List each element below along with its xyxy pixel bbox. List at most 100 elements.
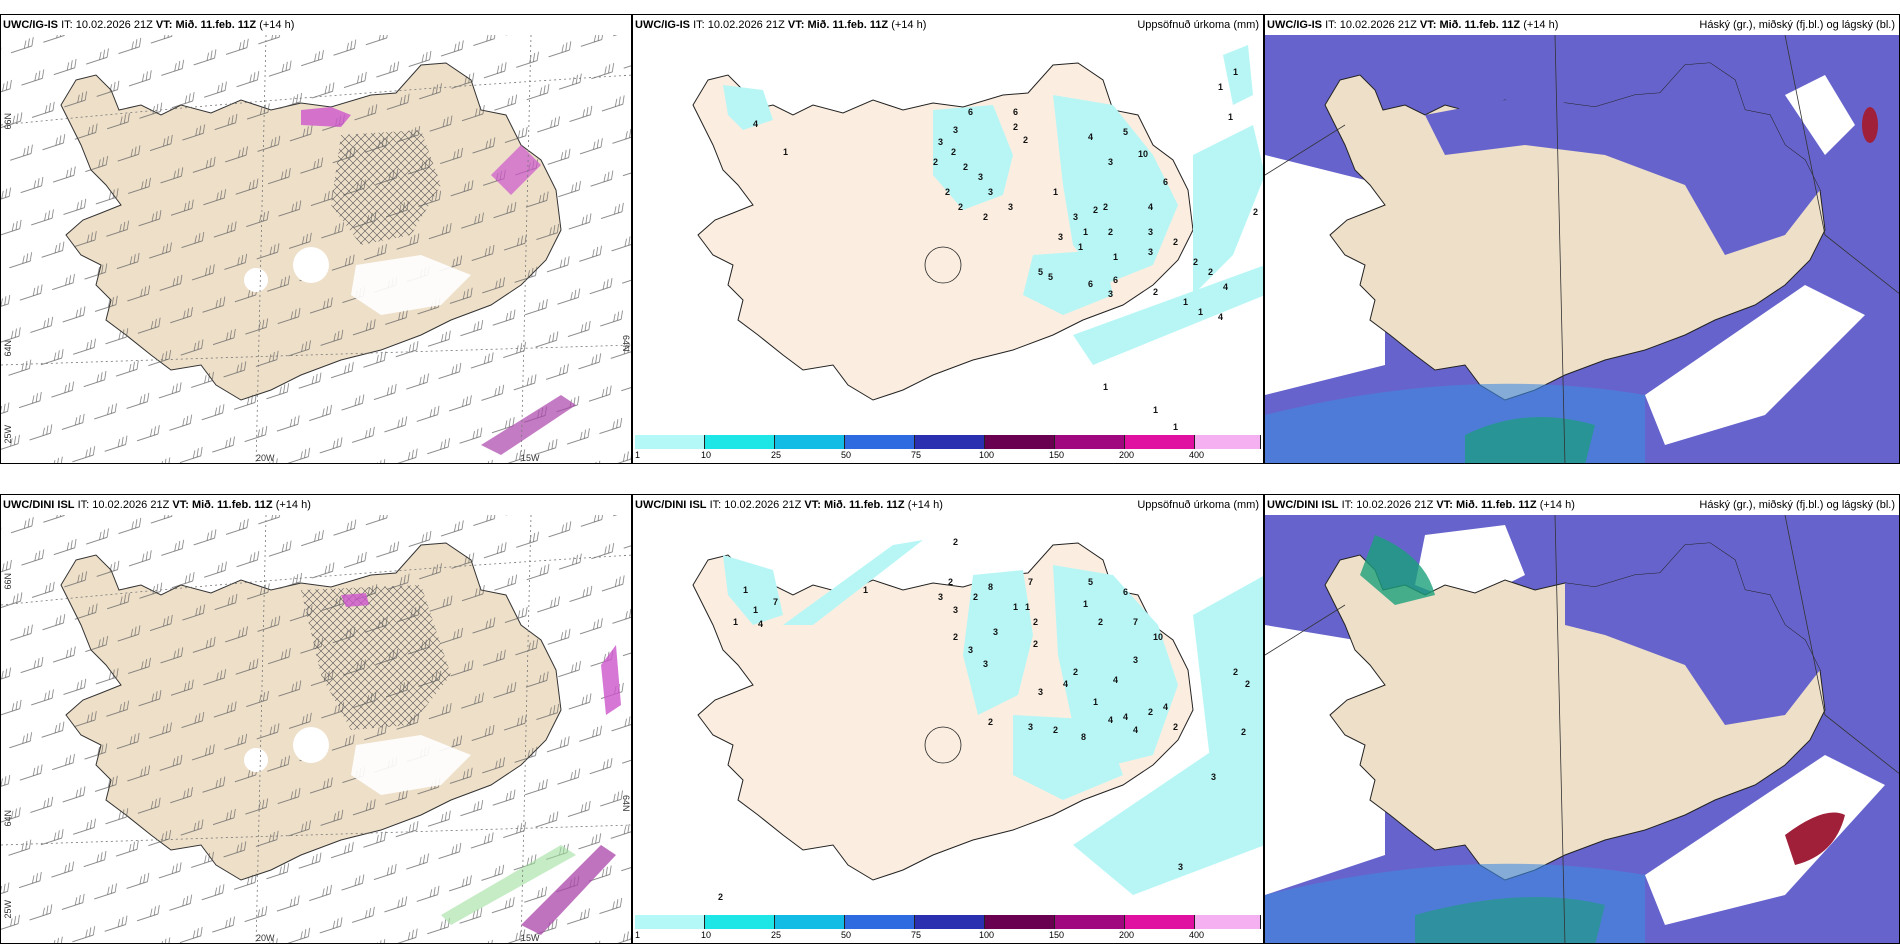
lon-label-20: 20W bbox=[256, 933, 275, 943]
colorbar-tick: 400 bbox=[1189, 930, 1205, 940]
precip-value: 1 bbox=[1093, 697, 1098, 707]
precip-value: 6 bbox=[1113, 275, 1118, 285]
colorbar-tick: 50 bbox=[841, 450, 852, 460]
precip-value: 3 bbox=[1178, 862, 1183, 872]
turbulence-green bbox=[441, 845, 576, 925]
panel-header: UWC/IG-IS IT: 10.02.2026 21Z VT: Mið. 11… bbox=[1265, 15, 1899, 35]
it-label: IT: bbox=[61, 19, 73, 31]
glacier-small bbox=[244, 268, 268, 292]
vt-label: VT: bbox=[155, 19, 173, 31]
low-cloud-south bbox=[1465, 417, 1595, 463]
model-name: UWC/IG-IS bbox=[1267, 19, 1322, 31]
glacier-white bbox=[351, 255, 471, 315]
precip-value: 2 bbox=[1193, 257, 1198, 267]
precip-area-ne bbox=[1223, 45, 1253, 105]
colorbar-tick: 200 bbox=[1119, 930, 1135, 940]
precip-value: 2 bbox=[718, 892, 723, 902]
precip-value: 1 bbox=[743, 585, 748, 595]
precip-area-east bbox=[1053, 95, 1178, 285]
precip-value: 2 bbox=[933, 157, 938, 167]
clear-area-ne bbox=[1785, 75, 1855, 155]
precip-value: 3 bbox=[988, 187, 993, 197]
valid-time: Mið. 11.feb. 11Z bbox=[1439, 19, 1521, 31]
precip-value: 3 bbox=[1008, 202, 1013, 212]
precip-value: 2 bbox=[953, 632, 958, 642]
lat-label-64: 64N bbox=[3, 340, 13, 357]
lat-label-64: 64N bbox=[3, 810, 13, 827]
precip-value: 1 bbox=[733, 617, 738, 627]
precip-value: 4 bbox=[1223, 282, 1228, 292]
wind-map-panel-bottom: UWC/DINI ISL IT: 10.02.2026 21Z VT: Mið.… bbox=[0, 494, 632, 944]
precip-value: 2 bbox=[1208, 267, 1213, 277]
precip-value: 3 bbox=[1133, 655, 1138, 665]
precip-value: 3 bbox=[1148, 227, 1153, 237]
model-name: UWC/DINI ISL bbox=[3, 499, 75, 511]
glacier-outline bbox=[924, 726, 962, 764]
colorbar-tick: 75 bbox=[911, 930, 922, 940]
precip-value: 3 bbox=[1108, 157, 1113, 167]
precip-colorbar: 1 10 25 50 75 100 150 200 400 bbox=[633, 433, 1263, 463]
glacier-small bbox=[244, 748, 268, 772]
lat-label-64-right: 64N bbox=[621, 335, 631, 352]
icing-purple bbox=[301, 107, 351, 127]
colorbar-tick: 1 bbox=[635, 450, 641, 460]
precip-value: 1 bbox=[1183, 297, 1188, 307]
colorbar-tick: 200 bbox=[1119, 450, 1135, 460]
precip-value: 6 bbox=[1123, 587, 1128, 597]
precip-labels: 1 1 1 4 1 6 6 2 2 3 3 2 2 2 3 2 3 2 3 2 … bbox=[753, 67, 1258, 432]
precip-value: 10 bbox=[1153, 632, 1163, 642]
precip-value: 6 bbox=[968, 107, 973, 117]
model-name: UWC/IG-IS bbox=[3, 19, 58, 31]
precip-value: 1 bbox=[1025, 602, 1030, 612]
lead-time: (+14 h) bbox=[259, 19, 295, 31]
lon-label-20: 20W bbox=[256, 453, 275, 463]
precip-value: 2 bbox=[1053, 725, 1058, 735]
precip-value: 1 bbox=[783, 147, 788, 157]
init-time: 10.02.2026 21Z bbox=[1356, 499, 1434, 511]
it-label: IT: bbox=[693, 19, 705, 31]
lead-time: (+14 h) bbox=[907, 499, 943, 511]
it-label: IT: bbox=[1325, 19, 1337, 31]
icing-purple bbox=[341, 593, 369, 607]
icing-hatch bbox=[331, 130, 441, 245]
glacier-langjokull bbox=[293, 727, 329, 763]
cloud-map bbox=[1265, 515, 1899, 943]
lead-time: (+14 h) bbox=[1523, 19, 1559, 31]
valid-time: Mið. 11.feb. 11Z bbox=[191, 499, 273, 511]
vt-label: VT: bbox=[1419, 19, 1437, 31]
precip-value: 2 bbox=[951, 147, 956, 157]
precip-value: 2 bbox=[1013, 122, 1018, 132]
cloud-map bbox=[1265, 35, 1899, 463]
precip-value: 2 bbox=[958, 202, 963, 212]
vt-label: VT: bbox=[1436, 499, 1453, 511]
clear-area-southeast bbox=[1645, 285, 1865, 445]
precip-value: 2 bbox=[1033, 639, 1038, 649]
precip-value: 3 bbox=[993, 627, 998, 637]
precip-value: 1 bbox=[753, 605, 758, 615]
precip-value: 2 bbox=[1148, 707, 1153, 717]
precip-value: 4 bbox=[1163, 702, 1168, 712]
panel-header: UWC/IG-IS IT: 10.02.2026 21Z VT: Mið. 11… bbox=[1, 15, 631, 35]
glacier-outline bbox=[924, 246, 962, 284]
wind-map bbox=[1, 515, 631, 943]
precip-value: 4 bbox=[1088, 132, 1093, 142]
lat-label-64-right: 64N bbox=[621, 795, 631, 812]
precip-value: 2 bbox=[1108, 227, 1113, 237]
precip-labels: 2 1 1 1 7 4 1 2 3 3 2 8 7 1 1 2 5 6 1 2 … bbox=[718, 537, 1250, 902]
colorbar-tick: 1 bbox=[635, 930, 641, 940]
precip-value: 2 bbox=[973, 592, 978, 602]
precip-value: 6 bbox=[1013, 107, 1018, 117]
high-cloud-over-land bbox=[1565, 543, 1820, 725]
precip-value: 4 bbox=[1108, 715, 1113, 725]
cloud-title: Háský (gr.), miðský (fj.bl.) og lágský (… bbox=[1699, 499, 1895, 511]
panel-header: UWC/DINI ISL IT: 10.02.2026 21Z VT: Mið.… bbox=[1265, 495, 1899, 515]
colorbar-swatch bbox=[635, 915, 705, 929]
lon-label-15: 15W bbox=[521, 933, 540, 943]
precip-value: 1 bbox=[1083, 227, 1088, 237]
colorbar-swatch bbox=[915, 435, 985, 449]
precip-value: 10 bbox=[1138, 149, 1148, 159]
init-time: 10.02.2026 21Z bbox=[75, 19, 153, 31]
it-label: IT: bbox=[1341, 499, 1354, 511]
precip-value: 1 bbox=[1078, 242, 1083, 252]
clear-area-west bbox=[1265, 625, 1385, 895]
